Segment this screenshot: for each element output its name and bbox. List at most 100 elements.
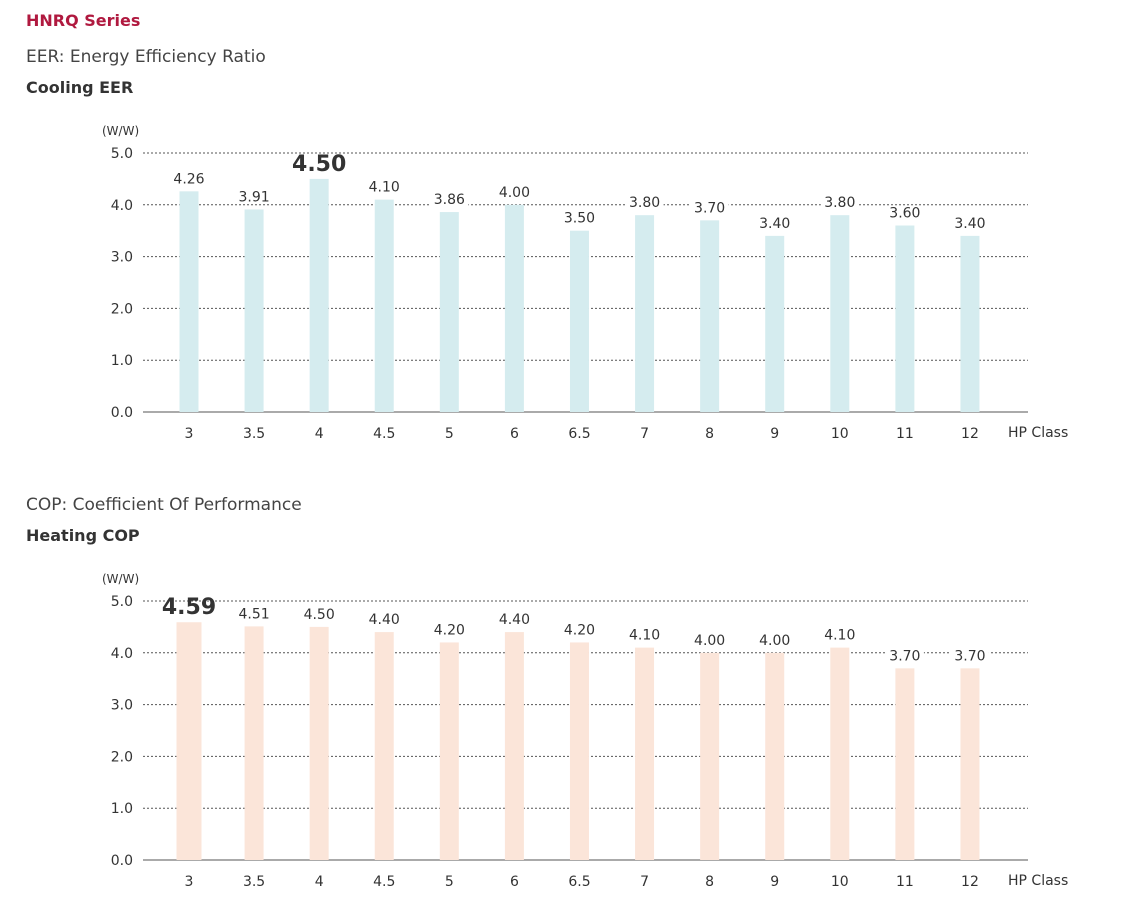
- data-label: 3.40: [759, 216, 790, 232]
- bar: [960, 235, 980, 412]
- y-tick-label: 2.0: [111, 749, 133, 765]
- data-label-background: [235, 606, 274, 621]
- bar: [700, 652, 720, 860]
- data-label-background: [235, 189, 274, 204]
- data-label: 4.00: [499, 185, 530, 201]
- bar: [960, 668, 980, 860]
- data-label: 4.00: [759, 633, 790, 649]
- data-label-background: [170, 171, 208, 186]
- bar: [244, 209, 264, 412]
- x-tick-label: 10: [831, 874, 849, 890]
- bar: [830, 215, 850, 412]
- x-tick-label: 6.5: [568, 426, 590, 442]
- data-label-background: [430, 622, 469, 637]
- y-tick-label: 2.0: [111, 301, 133, 317]
- cop-heading: Heating COP: [26, 526, 140, 545]
- data-label: 4.10: [369, 180, 400, 196]
- x-tick-label: 3.5: [243, 426, 265, 442]
- data-label: 3.40: [954, 216, 985, 232]
- bar: [439, 212, 459, 412]
- cooling-eer-chart: (W/W) 0.0 1.0 2.0 3.0 4.0 5.0 4.26 3 3.91 3.5 4.50 4…: [102, 124, 1068, 442]
- x-tick-label: 3: [185, 426, 194, 442]
- data-label: 4.00: [694, 633, 725, 649]
- y-tick-label: 3.0: [111, 698, 133, 714]
- bar: [765, 235, 785, 412]
- data-label: 3.70: [889, 648, 920, 664]
- x-tick-label: 6.5: [568, 874, 590, 890]
- bar: [700, 220, 720, 412]
- x-tick-label: 12: [961, 426, 979, 442]
- data-label-background: [690, 200, 729, 215]
- cop-description: COP: Coefficient Of Performance: [26, 495, 302, 515]
- data-label-background: [300, 606, 339, 621]
- series-title: HNRQ Series: [26, 11, 141, 30]
- y-tick-label: 1.0: [111, 801, 133, 817]
- x-tick-label: 6: [510, 426, 519, 442]
- x-tick-label: 11: [896, 426, 914, 442]
- data-label-background: [820, 195, 859, 210]
- data-label: 3.80: [824, 195, 855, 211]
- data-label-highlight: 4.59: [162, 595, 216, 620]
- y-tick-label: 4.0: [111, 646, 133, 662]
- bar: [895, 225, 915, 412]
- data-label-background: [365, 179, 404, 194]
- data-label: 4.26: [173, 171, 204, 187]
- y-tick-label: 0.0: [111, 853, 133, 869]
- x-tick-label: 4: [315, 874, 324, 890]
- x-tick-label: 8: [705, 426, 714, 442]
- x-tick-label: 7: [640, 426, 649, 442]
- data-label-background: [365, 612, 404, 627]
- x-tick-label: 9: [770, 874, 779, 890]
- data-label: 3.50: [564, 211, 595, 227]
- data-label-background: [885, 648, 924, 663]
- data-label: 3.86: [434, 192, 465, 208]
- y-tick-label: 0.0: [111, 405, 133, 421]
- bar: [374, 632, 394, 860]
- data-label: 4.10: [629, 628, 660, 644]
- y-tick-label: 3.0: [111, 250, 133, 266]
- x-axis-label: HP Class: [1008, 873, 1068, 889]
- data-label-background: [625, 627, 664, 642]
- data-label-background: [560, 622, 599, 637]
- data-label: 4.40: [499, 612, 530, 628]
- y-axis-unit-label: (W/W): [102, 572, 139, 586]
- data-label: 4.20: [564, 622, 595, 638]
- bar: [895, 668, 915, 860]
- bar: [635, 215, 655, 412]
- bar: [504, 204, 524, 412]
- y-tick-label: 4.0: [111, 198, 133, 214]
- x-tick-label: 11: [896, 874, 914, 890]
- data-label-background: [560, 210, 599, 225]
- x-tick-label: 12: [961, 874, 979, 890]
- x-axis-label: HP Class: [1008, 425, 1068, 441]
- data-label-background: [690, 632, 729, 647]
- x-tick-label: 9: [770, 426, 779, 442]
- data-label-background: [495, 612, 534, 627]
- y-tick-label: 5.0: [111, 146, 133, 162]
- bar: [504, 632, 524, 860]
- data-label: 4.50: [304, 607, 335, 623]
- bar: [244, 626, 264, 860]
- bar: [439, 642, 459, 860]
- bar: [830, 647, 850, 860]
- x-tick-label: 4.5: [373, 426, 395, 442]
- x-tick-label: 4: [315, 426, 324, 442]
- data-label: 4.51: [238, 606, 269, 622]
- y-tick-label: 5.0: [111, 594, 133, 610]
- data-label-background: [755, 215, 794, 230]
- bar: [179, 191, 199, 412]
- data-label-background: [950, 215, 989, 230]
- x-tick-label: 8: [705, 874, 714, 890]
- data-label: 3.60: [889, 206, 920, 222]
- data-label: 4.20: [434, 622, 465, 638]
- y-axis-unit-label: (W/W): [102, 124, 139, 138]
- x-tick-label: 3: [185, 874, 194, 890]
- x-tick-label: 3.5: [243, 874, 265, 890]
- bar: [569, 642, 589, 860]
- bar: [374, 199, 394, 412]
- bar: [765, 652, 785, 860]
- data-label: 3.91: [238, 189, 269, 205]
- data-label-background: [495, 184, 534, 199]
- eer-heading: Cooling EER: [26, 78, 134, 97]
- data-label-highlight: 4.50: [292, 152, 346, 177]
